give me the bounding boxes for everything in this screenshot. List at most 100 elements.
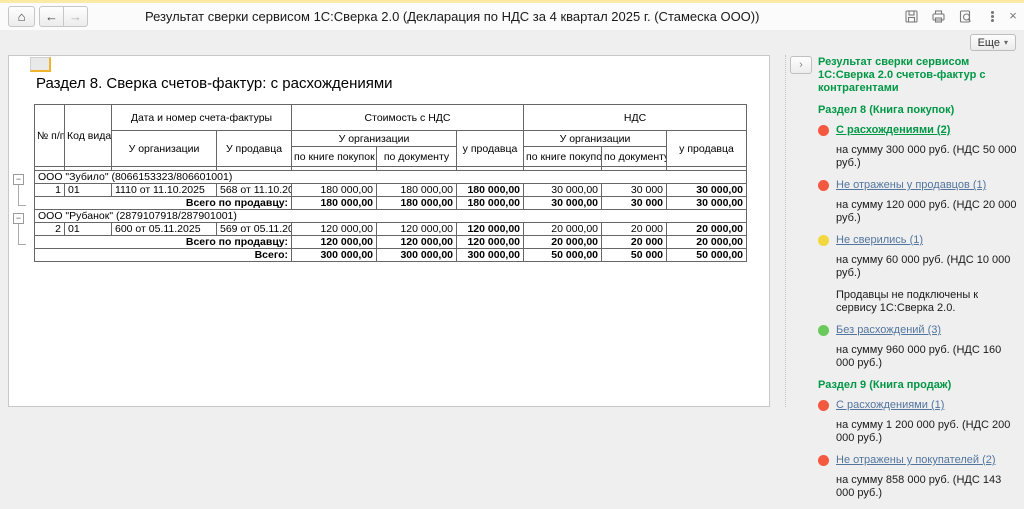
link-s9-discrepancies[interactable]: С расхождениями (1) [836, 399, 945, 411]
col-header-invoice-seller[interactable]: У продавца [215, 130, 293, 167]
detail-text: на сумму 120 000 руб. (НДС 20 000 руб.) [836, 199, 1017, 224]
group-header-row[interactable]: ООО "Рубанок" (2879107918/287901001) [33, 209, 748, 223]
total-label[interactable]: Всего: [33, 248, 293, 262]
more-menu-button[interactable] [984, 8, 1000, 24]
selected-cell[interactable] [30, 57, 51, 72]
close-button[interactable]: × [1006, 7, 1020, 23]
panel-separator [785, 55, 786, 407]
cell-cost-seller[interactable]: 180 000,00 [456, 183, 525, 197]
cell-vat-doc[interactable]: 30 000 [601, 196, 668, 210]
col-header-cost[interactable]: Стоимость с НДС [291, 104, 525, 131]
home-button[interactable]: ⌂ [8, 6, 35, 27]
cell-org-invoice[interactable]: 600 от 05.11.2025 [111, 222, 217, 236]
summary-panel: › Результат сверки сервисом 1С:Сверка 2.… [788, 52, 1024, 499]
link-s8-not-reflected-sellers[interactable]: Не отражены у продавцов (1) [836, 179, 987, 191]
note-text: Продавцы не подключены к сервису 1С:Свер… [836, 289, 979, 314]
col-header-vat-seller[interactable]: у продавца [666, 130, 748, 167]
seller-name[interactable]: ООО "Зубило" (8066153323/806601001) [33, 170, 748, 184]
print-button[interactable] [930, 8, 946, 24]
cell-cost-doc[interactable]: 180 000,00 [376, 196, 458, 210]
cell-cost-seller[interactable]: 180 000,00 [456, 196, 525, 210]
status-dot-green-icon [818, 324, 829, 336]
cell-cost-seller[interactable]: 120 000,00 [456, 235, 525, 249]
col-header-cost-org[interactable]: У организации [291, 130, 458, 147]
cell-cost-book[interactable]: 180 000,00 [291, 196, 378, 210]
link-s8-discrepancies[interactable]: С расхождениями (2) [836, 124, 951, 136]
link-s8-not-compared[interactable]: Не сверились (1) [836, 234, 924, 246]
total-row[interactable]: Всего: 300 000,00 300 000,00 300 000,00 … [33, 248, 748, 262]
cell-seller-invoice-discrepancy[interactable]: 568 от 11.10.2025 [215, 183, 293, 197]
cell-cost-book[interactable]: 180 000,00 [291, 183, 378, 197]
subtotal-label[interactable]: Всего по продавцу: [33, 235, 293, 249]
chevron-down-icon: ▾ [1003, 38, 1008, 47]
cell-cost-book[interactable]: 120 000,00 [291, 235, 378, 249]
cell-cost-book[interactable]: 300 000,00 [291, 248, 378, 262]
cell-vat-doc[interactable]: 20 000 [601, 222, 668, 236]
group-tree-line [18, 224, 19, 245]
eshche-button[interactable]: Еще ▾ [969, 34, 1016, 51]
cell-opcode[interactable]: 01 [64, 222, 112, 236]
link-s9-not-reflected-buyers[interactable]: Не отражены у покупателей (2) [836, 454, 996, 466]
seller-name[interactable]: ООО "Рубанок" (2879107918/287901001) [33, 209, 748, 223]
cell-cost-book[interactable]: 120 000,00 [291, 222, 378, 236]
col-header-invoice[interactable]: Дата и номер счета-фактуры [110, 104, 293, 131]
section9-header: Раздел 9 (Книга продаж) [818, 379, 952, 391]
cell-vat-book[interactable]: 30 000,00 [523, 196, 603, 210]
panel-collapse-button[interactable]: › [790, 56, 812, 74]
col-header-num[interactable]: № п/п [34, 104, 65, 167]
save-button[interactable] [903, 8, 919, 24]
cell-num[interactable]: 2 [34, 222, 65, 236]
cell-cost-doc[interactable]: 120 000,00 [376, 235, 458, 249]
cell-cost-seller[interactable]: 120 000,00 [456, 222, 525, 236]
table-row[interactable]: 1 01 1110 от 11.10.2025 568 от 11.10.202… [34, 183, 748, 197]
back-button[interactable]: ← [39, 6, 64, 27]
col-header-invoice-org[interactable]: У организации [111, 130, 217, 167]
cell-cost-doc[interactable]: 300 000,00 [376, 248, 458, 262]
cell-vat-seller[interactable]: 30 000,00 [666, 196, 748, 210]
group-tree-line [18, 244, 26, 245]
group-header-row[interactable]: ООО "Зубило" (8066153323/806601001) [33, 170, 748, 184]
forward-button[interactable]: → [63, 6, 88, 27]
col-header-vat-org[interactable]: У организации [523, 130, 668, 147]
preview-button[interactable] [957, 8, 973, 24]
reconciliation-table: № п/п Код вида операции Дата и номер сче… [33, 104, 748, 262]
cell-vat-book[interactable]: 50 000,00 [523, 248, 603, 262]
cell-vat-doc[interactable]: 50 000 [601, 248, 668, 262]
link-s8-no-discrepancies[interactable]: Без расхождений (3) [836, 324, 942, 336]
window-title: Результат сверки сервисом 1С:Сверка 2.0 … [145, 9, 760, 24]
cell-cost-doc[interactable]: 120 000,00 [376, 222, 458, 236]
cell-vat-seller[interactable]: 20 000,00 [666, 235, 748, 249]
subtotal-row[interactable]: Всего по продавцу: 120 000,00 120 000,00… [33, 235, 748, 249]
col-header-vat-book[interactable]: по книге покупок [523, 146, 603, 167]
col-header-vat[interactable]: НДС [523, 104, 748, 131]
subtotal-row[interactable]: Всего по продавцу: 180 000,00 180 000,00… [33, 196, 748, 210]
chevron-right-icon: › [799, 59, 803, 71]
cell-vat-doc[interactable]: 30 000 [601, 183, 668, 197]
cell-vat-book[interactable]: 30 000,00 [523, 183, 603, 197]
cell-opcode[interactable]: 01 [64, 183, 112, 197]
group-collapse-button[interactable]: − [13, 174, 24, 185]
subtotal-label[interactable]: Всего по продавцу: [33, 196, 293, 210]
col-header-cost-doc[interactable]: по документу [376, 146, 458, 167]
col-header-cost-seller[interactable]: у продавца [456, 130, 525, 167]
group-collapse-button[interactable]: − [13, 213, 24, 224]
cell-num[interactable]: 1 [34, 183, 65, 197]
table-row[interactable]: 2 01 600 от 05.11.2025 569 от 05.11.2025… [34, 222, 748, 236]
cell-vat-seller[interactable]: 50 000,00 [666, 248, 748, 262]
cell-vat-seller[interactable]: 30 000,00 [666, 183, 748, 197]
cell-seller-invoice-discrepancy[interactable]: 569 от 05.11.2025 [215, 222, 293, 236]
section8-header: Раздел 8 (Книга покупок) [818, 104, 955, 116]
summary-title: Результат сверки сервисом 1С:Сверка 2.0 … [818, 56, 986, 94]
cell-vat-book[interactable]: 20 000,00 [523, 222, 603, 236]
col-header-opcode[interactable]: Код вида операции [64, 104, 112, 167]
status-dot-red-icon [818, 179, 829, 191]
cell-org-invoice[interactable]: 1110 от 11.10.2025 [111, 183, 217, 197]
cell-vat-seller[interactable]: 20 000,00 [666, 222, 748, 236]
print-icon [931, 9, 945, 23]
cell-cost-seller[interactable]: 300 000,00 [456, 248, 525, 262]
col-header-cost-book[interactable]: по книге покупок [291, 146, 378, 167]
col-header-vat-doc[interactable]: по документу [601, 146, 668, 167]
cell-vat-book[interactable]: 20 000,00 [523, 235, 603, 249]
cell-vat-doc[interactable]: 20 000 [601, 235, 668, 249]
cell-cost-doc[interactable]: 180 000,00 [376, 183, 458, 197]
